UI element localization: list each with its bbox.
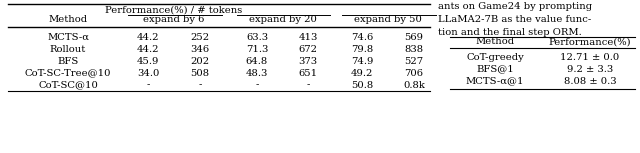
- Text: expand by 50: expand by 50: [354, 15, 422, 24]
- Text: 34.0: 34.0: [137, 69, 159, 78]
- Text: ants on Game24 by prompting
LLaMA2-7B as the value func-
tion and the final step: ants on Game24 by prompting LLaMA2-7B as…: [438, 2, 592, 37]
- Text: 508: 508: [191, 69, 209, 78]
- Text: expand by 20: expand by 20: [248, 15, 316, 24]
- Text: BFS: BFS: [58, 56, 79, 65]
- Text: 838: 838: [404, 45, 424, 54]
- Text: 45.9: 45.9: [137, 56, 159, 65]
- Text: 8.08 ± 0.3: 8.08 ± 0.3: [564, 76, 616, 86]
- Text: Method: Method: [49, 15, 88, 24]
- Text: CoT-SC-Tree@10: CoT-SC-Tree@10: [25, 69, 111, 78]
- Text: BFS@1: BFS@1: [476, 65, 514, 73]
- Text: 527: 527: [404, 56, 424, 65]
- Text: 48.3: 48.3: [246, 69, 268, 78]
- Text: Performance(%): Performance(%): [548, 37, 631, 47]
- Text: 74.9: 74.9: [351, 56, 373, 65]
- Text: 569: 569: [404, 32, 424, 41]
- Text: 9.2 ± 3.3: 9.2 ± 3.3: [567, 65, 613, 73]
- Text: CoT-SC@10: CoT-SC@10: [38, 80, 98, 90]
- Text: 202: 202: [191, 56, 209, 65]
- Text: 0.8k: 0.8k: [403, 80, 425, 90]
- Text: 706: 706: [404, 69, 424, 78]
- Text: Performance(%) / # tokens: Performance(%) / # tokens: [106, 6, 243, 15]
- Text: 44.2: 44.2: [137, 32, 159, 41]
- Text: 50.8: 50.8: [351, 80, 373, 90]
- Text: -: -: [255, 80, 259, 90]
- Text: 651: 651: [298, 69, 317, 78]
- Text: 252: 252: [191, 32, 209, 41]
- Text: MCTS-α: MCTS-α: [47, 32, 89, 41]
- Text: 49.2: 49.2: [351, 69, 373, 78]
- Text: MCTS-α@1: MCTS-α@1: [466, 76, 524, 86]
- Text: 44.2: 44.2: [137, 45, 159, 54]
- Text: 63.3: 63.3: [246, 32, 268, 41]
- Text: 64.8: 64.8: [246, 56, 268, 65]
- Text: Rollout: Rollout: [50, 45, 86, 54]
- Text: -: -: [307, 80, 310, 90]
- Text: Method: Method: [476, 37, 515, 47]
- Text: 74.6: 74.6: [351, 32, 373, 41]
- Text: 71.3: 71.3: [246, 45, 268, 54]
- Text: 672: 672: [298, 45, 317, 54]
- Text: 346: 346: [191, 45, 209, 54]
- Text: 79.8: 79.8: [351, 45, 373, 54]
- Text: CoT-greedy: CoT-greedy: [466, 52, 524, 62]
- Text: 373: 373: [298, 56, 317, 65]
- Text: 413: 413: [298, 32, 317, 41]
- Text: expand by 6: expand by 6: [143, 15, 205, 24]
- Text: 12.71 ± 0.0: 12.71 ± 0.0: [561, 52, 620, 62]
- Text: -: -: [147, 80, 150, 90]
- Text: -: -: [198, 80, 202, 90]
